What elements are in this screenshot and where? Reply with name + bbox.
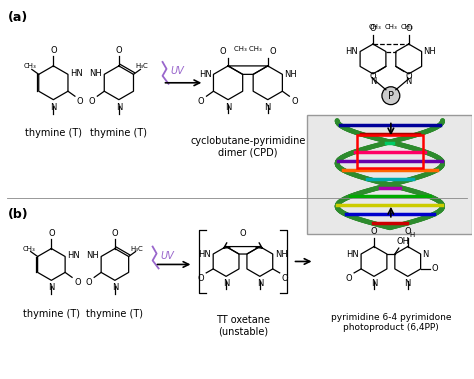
- Text: O: O: [48, 229, 55, 238]
- Text: O: O: [371, 227, 377, 236]
- Text: H₃C: H₃C: [131, 246, 144, 252]
- Text: O: O: [370, 24, 376, 33]
- Text: O: O: [89, 97, 95, 106]
- Text: N: N: [371, 279, 377, 288]
- Text: N: N: [264, 103, 271, 112]
- Text: HN: HN: [67, 251, 80, 260]
- Text: thymine (T): thymine (T): [23, 309, 80, 319]
- Text: TT oxetane
(unstable): TT oxetane (unstable): [216, 315, 270, 337]
- Text: thymine (T): thymine (T): [25, 128, 82, 138]
- Text: O: O: [292, 97, 298, 106]
- Text: O: O: [405, 24, 412, 33]
- Text: N: N: [223, 279, 229, 288]
- Text: CH₃: CH₃: [24, 63, 37, 69]
- Text: NH: NH: [424, 47, 437, 56]
- Text: O: O: [111, 229, 118, 238]
- Text: O: O: [270, 47, 276, 56]
- Text: O: O: [86, 278, 92, 287]
- Text: NH: NH: [284, 70, 297, 79]
- Text: NH: NH: [275, 249, 287, 258]
- Text: CH₃: CH₃: [384, 24, 397, 30]
- Text: O: O: [116, 46, 122, 55]
- Text: P: P: [388, 91, 394, 101]
- Text: O: O: [77, 97, 83, 106]
- Text: UV: UV: [161, 251, 174, 260]
- Bar: [357, 135, 423, 168]
- Text: O: O: [50, 46, 57, 55]
- Text: (a): (a): [8, 11, 28, 24]
- Text: N: N: [116, 103, 122, 112]
- Text: N: N: [370, 77, 376, 86]
- Text: thymine (T): thymine (T): [91, 128, 147, 138]
- Text: H: H: [410, 232, 415, 238]
- Text: N: N: [112, 283, 118, 292]
- Text: O: O: [346, 274, 352, 283]
- Text: HN: HN: [346, 249, 359, 258]
- Text: O: O: [219, 47, 226, 56]
- Text: O: O: [198, 274, 204, 283]
- Text: CH₃: CH₃: [369, 24, 382, 30]
- Text: O: O: [369, 72, 376, 81]
- Text: HN: HN: [199, 249, 211, 258]
- Circle shape: [382, 87, 400, 105]
- Text: CH₃: CH₃: [23, 246, 36, 252]
- Text: N: N: [404, 279, 411, 288]
- Text: HN: HN: [199, 70, 211, 79]
- Text: N: N: [423, 249, 429, 258]
- Text: O: O: [74, 278, 81, 287]
- Text: O: O: [431, 265, 438, 273]
- Text: O: O: [240, 229, 246, 238]
- Text: HN: HN: [346, 47, 358, 56]
- Text: UV: UV: [171, 66, 184, 76]
- Text: O: O: [404, 227, 411, 236]
- Text: (b): (b): [8, 208, 28, 221]
- Text: N: N: [256, 279, 263, 288]
- Text: O: O: [406, 72, 412, 81]
- Text: H₃C: H₃C: [136, 63, 148, 69]
- Text: CH₃: CH₃: [401, 24, 413, 30]
- Text: HN: HN: [70, 69, 82, 78]
- Text: NH: NH: [86, 251, 99, 260]
- Text: thymine (T): thymine (T): [86, 309, 144, 319]
- Bar: [308, 114, 472, 234]
- Text: N: N: [48, 283, 55, 292]
- Text: N: N: [50, 103, 56, 112]
- Text: N: N: [225, 103, 231, 112]
- Text: NH: NH: [90, 69, 102, 78]
- Text: cyclobutane-pyrimidine
dimer (CPD): cyclobutane-pyrimidine dimer (CPD): [190, 136, 306, 158]
- Text: pyrimidine 6-4 pyrimidone
photoproduct (6,4PP): pyrimidine 6-4 pyrimidone photoproduct (…: [330, 313, 451, 332]
- Text: O: O: [282, 274, 288, 283]
- Text: OH: OH: [397, 237, 410, 246]
- Text: O: O: [198, 97, 204, 106]
- Text: CH₃ CH₃: CH₃ CH₃: [234, 46, 262, 52]
- Text: N: N: [406, 77, 412, 86]
